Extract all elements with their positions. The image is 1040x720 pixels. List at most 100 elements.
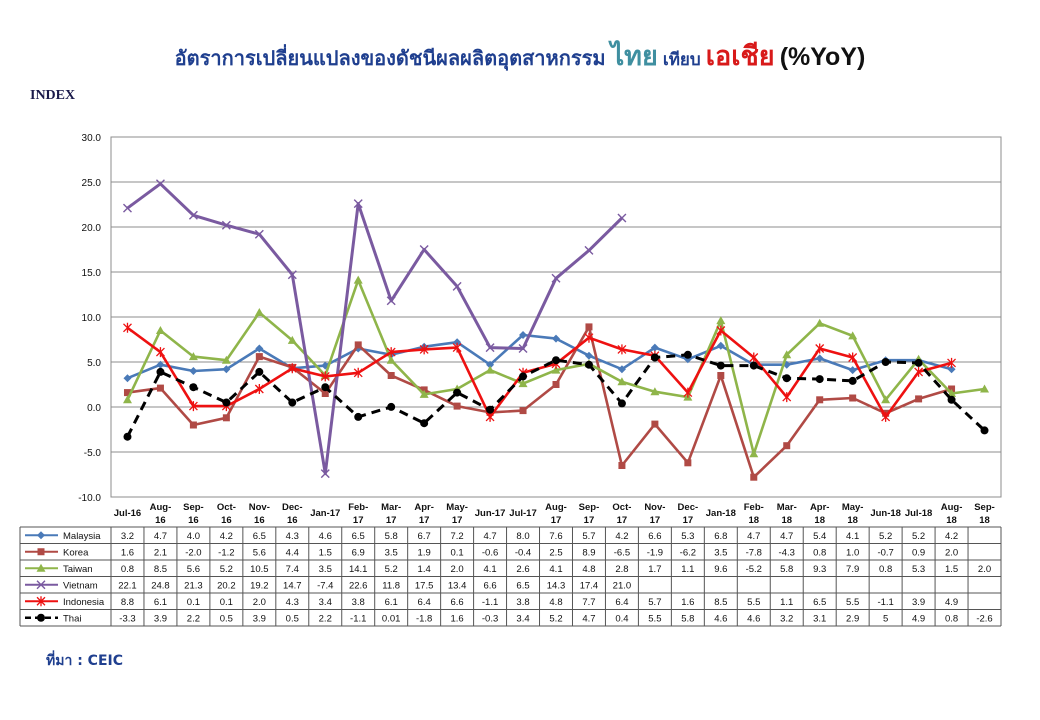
table-cell: 6.6: [648, 531, 661, 542]
x-tick-label: 17: [452, 515, 463, 526]
table-cell: 2.0: [945, 547, 958, 558]
indonesia-point: [848, 352, 858, 363]
x-tick-label: 16: [254, 515, 265, 526]
table-cell: 1.7: [648, 564, 661, 575]
table-cell: 22.6: [349, 580, 368, 591]
malaysia-point: [650, 343, 659, 352]
table-cell: 5.8: [385, 531, 398, 542]
thai-point: [288, 398, 297, 407]
table-cell: 3.1: [813, 613, 826, 624]
malaysia-point: [815, 354, 824, 363]
table-cell: -2.6: [976, 613, 992, 624]
korea-point: [222, 414, 230, 422]
table-cell: 5.2: [220, 564, 233, 575]
table-cell: 5.7: [648, 597, 661, 608]
table-cell: 3.8: [516, 597, 529, 608]
table-cell: 6.5: [352, 531, 365, 542]
y-tick-label: 30.0: [82, 133, 102, 144]
indonesia-point: [386, 347, 396, 358]
table-cell: 21.0: [613, 580, 632, 591]
korea-point: [189, 421, 197, 429]
legend-label-malaysia: Malaysia: [63, 531, 101, 542]
table-cell: -0.6: [482, 547, 498, 558]
table-cell: 4.7: [747, 531, 760, 542]
table-cell: 4.2: [615, 531, 628, 542]
table-cell: 1.1: [681, 564, 694, 575]
title-asia: เอเชีย: [705, 41, 775, 72]
malaysia-point: [519, 331, 528, 339]
indonesia-point: [188, 401, 198, 412]
table-cell: 4.1: [483, 564, 496, 575]
korea-point: [684, 459, 692, 467]
indonesia-point: [683, 387, 693, 398]
indonesia-point: [716, 325, 726, 336]
korea-point: [387, 372, 395, 379]
thai-legend-point: [37, 613, 45, 622]
malaysia-point: [947, 365, 956, 374]
table-cell: 3.9: [253, 613, 266, 624]
table-cell: 0.5: [286, 613, 299, 624]
indonesia-point: [881, 411, 891, 422]
thai-point: [453, 388, 462, 397]
table-cell: -4.3: [779, 547, 795, 558]
vietnam-point: [419, 245, 429, 254]
table-cell: 3.9: [154, 613, 167, 624]
table-cell: -7.8: [746, 547, 762, 558]
vietnam-point: [320, 469, 330, 479]
table-cell: 10.5: [250, 564, 269, 575]
vietnam-line: [126, 182, 623, 476]
table-cell: 5.5: [648, 613, 661, 624]
table-cell: 4.6: [714, 613, 727, 624]
malaysia-point: [552, 334, 560, 343]
table-cell: 4.3: [286, 531, 299, 542]
thai-point: [354, 412, 363, 421]
table-cell: 4.7: [780, 531, 793, 542]
table-cell: 6.5: [813, 597, 826, 608]
thai-point: [189, 383, 198, 392]
taiwan-point: [518, 379, 528, 388]
korea-point: [585, 323, 593, 331]
table-cell: 11.8: [382, 580, 400, 591]
y-tick-label: -10.0: [78, 493, 101, 504]
malaysia-legend-point: [37, 531, 45, 540]
y-tick-label: 15.0: [82, 268, 102, 279]
table-cell: 4.9: [945, 597, 958, 608]
table-cell: 5.2: [549, 613, 562, 624]
title-thai: ไทย: [610, 41, 658, 72]
indonesia-point: [617, 344, 627, 355]
thai-point: [947, 395, 956, 404]
thai-point: [749, 361, 758, 370]
table-cell: 6.1: [154, 597, 167, 608]
table-cell: 0.1: [451, 547, 464, 558]
table-cell: 1.1: [780, 597, 793, 608]
table-cell: 20.2: [217, 580, 236, 591]
table-cell: 4.8: [582, 564, 595, 575]
y-tick-label: 10.0: [82, 313, 102, 324]
table-cell: 4.3: [286, 597, 299, 608]
x-tick-label: Mar-: [777, 502, 797, 513]
x-tick-label: 16: [287, 515, 298, 526]
thai-point: [716, 361, 725, 370]
table-cell: 5: [883, 613, 888, 624]
table-cell: 6.4: [615, 597, 628, 608]
x-tick-label: 16: [155, 515, 166, 526]
taiwan-legend-point: [36, 563, 46, 572]
table-cell: 2.1: [154, 547, 167, 558]
taiwan-point: [749, 449, 759, 458]
thai-point: [420, 419, 429, 428]
table-cell: 6.8: [714, 531, 727, 542]
x-tick-label: Apr-: [414, 502, 434, 513]
table-cell: 6.5: [516, 580, 529, 591]
table-cell: 5.5: [747, 597, 760, 608]
table-cell: 1.6: [121, 547, 134, 558]
vietnam-point: [518, 344, 528, 353]
table-cell: -2.0: [185, 547, 201, 558]
table-cell: 9.3: [813, 564, 826, 575]
legend-label-korea: Korea: [63, 547, 89, 558]
korea-point: [849, 394, 857, 402]
thai-point: [848, 376, 857, 385]
table-cell: 1.9: [418, 547, 431, 558]
korea-line: [127, 325, 952, 479]
malaysia-point: [584, 351, 593, 360]
malaysia-point: [486, 360, 495, 369]
